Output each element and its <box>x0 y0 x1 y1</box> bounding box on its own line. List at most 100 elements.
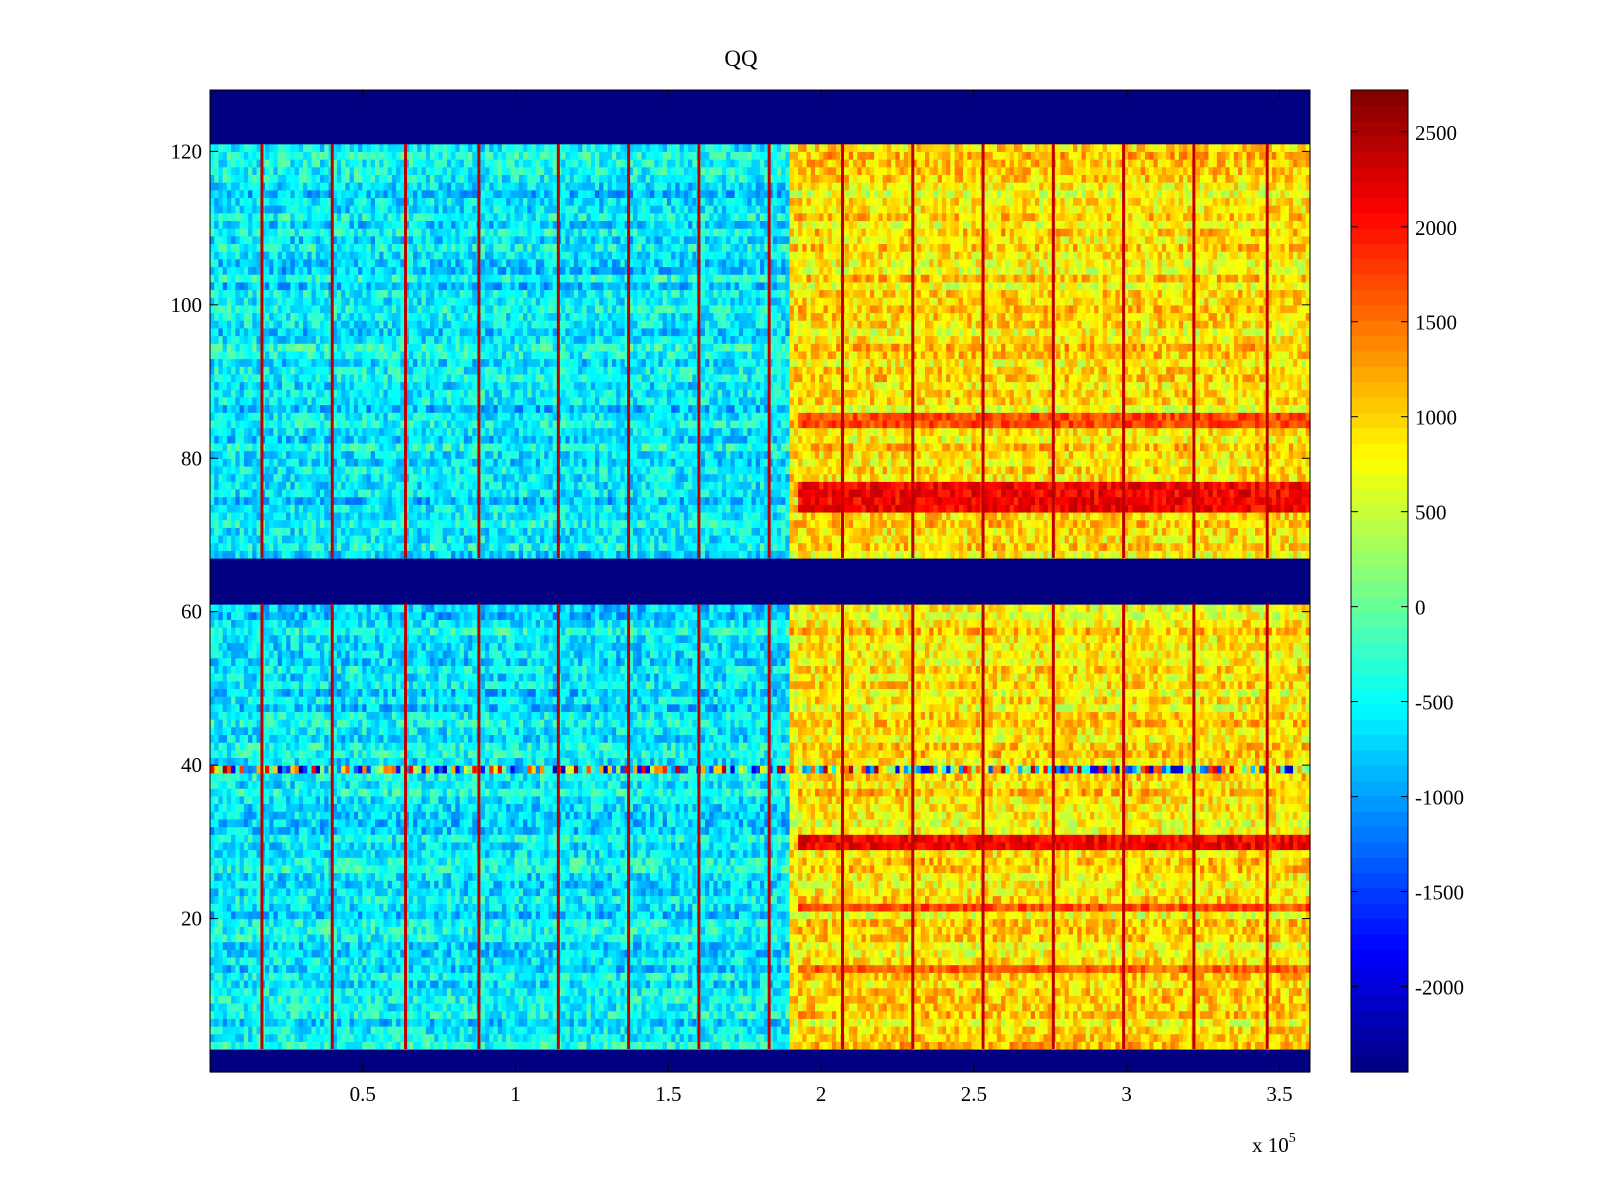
heatmap-cell <box>341 1003 346 1011</box>
heatmap-cell <box>1213 1026 1218 1034</box>
heatmap-cell <box>485 1026 490 1034</box>
heatmap-cell <box>417 1011 422 1019</box>
heatmap-row-empty <box>210 1064 1310 1072</box>
heatmap-cell <box>371 1018 376 1026</box>
heatmap-cell <box>967 1018 972 1026</box>
heatmap-cell <box>828 1041 833 1049</box>
heatmap-cell <box>434 1018 439 1026</box>
heatmap-cell <box>269 1003 274 1011</box>
heatmap-cell <box>705 1026 710 1034</box>
heatmap-cell <box>265 1041 270 1049</box>
heatmap-cell <box>688 1034 693 1042</box>
heatmap-cell <box>705 1041 710 1049</box>
heatmap-cell <box>1247 1034 1252 1042</box>
heatmap-cell <box>828 1011 833 1019</box>
heatmap-cell <box>248 1034 253 1042</box>
heatmap-cell <box>278 1011 283 1019</box>
heatmap-cell <box>752 1026 757 1034</box>
heatmap-cell <box>955 1018 960 1026</box>
heatmap-cell <box>375 1034 380 1042</box>
heatmap-cell <box>608 1034 613 1042</box>
heatmap-cell <box>426 1018 431 1026</box>
heatmap-cell <box>1272 1034 1277 1042</box>
heatmap-cell <box>819 1026 824 1034</box>
heatmap-cell <box>1069 1026 1074 1034</box>
heatmap-cell <box>963 1041 968 1049</box>
heatmap-cell <box>231 1011 236 1019</box>
heatmap-cell <box>1285 1011 1290 1019</box>
heatmap-cell <box>371 1034 376 1042</box>
heatmap-cell <box>286 1018 291 1026</box>
heatmap-cell <box>1090 1034 1095 1042</box>
heatmap-cell <box>493 1026 498 1034</box>
heatmap-cell <box>489 1011 494 1019</box>
heatmap-cell <box>1221 1026 1226 1034</box>
heatmap-cell <box>464 1034 469 1042</box>
heatmap-cell <box>303 1041 308 1049</box>
heatmap-cell <box>506 1003 511 1011</box>
heatmap-cell <box>282 1018 287 1026</box>
heatmap-cell <box>1048 1034 1053 1042</box>
heatmap-cell <box>993 1018 998 1026</box>
heatmap-cell <box>282 1011 287 1019</box>
heatmap-cell <box>345 1018 350 1026</box>
heatmap-cell <box>299 1018 304 1026</box>
heatmap-cell <box>942 1018 947 1026</box>
heatmap-cell <box>862 1011 867 1019</box>
heatmap-cell <box>933 1026 938 1034</box>
heatmap-cell <box>295 1011 300 1019</box>
heatmap-cell <box>548 1026 553 1034</box>
heatmap-cell <box>701 1018 706 1026</box>
heatmap-cell <box>548 1041 553 1049</box>
heatmap-cell <box>1247 1011 1252 1019</box>
heatmap-cell <box>417 1026 422 1034</box>
heatmap-cell <box>832 1041 837 1049</box>
heatmap-cell <box>933 1018 938 1026</box>
heatmap-cell <box>904 1018 909 1026</box>
heatmap-cell <box>299 1041 304 1049</box>
heatmap-cell <box>227 1011 232 1019</box>
heatmap-cell <box>1145 1034 1150 1042</box>
heatmap-cell <box>658 1018 663 1026</box>
heatmap-cell <box>713 1011 718 1019</box>
heatmap-cell <box>1010 1034 1015 1042</box>
heatmap-cell <box>290 1034 295 1042</box>
heatmap-cell <box>455 1003 460 1011</box>
heatmap-cell <box>633 1026 638 1034</box>
heatmap-cell <box>1094 1041 1099 1049</box>
heatmap-cell <box>1027 1034 1032 1042</box>
heatmap-cell <box>371 1026 376 1034</box>
heatmap-cell <box>269 1041 274 1049</box>
heatmap-cell <box>299 1026 304 1034</box>
heatmap-cell <box>684 1041 689 1049</box>
heatmap-cell <box>756 1018 761 1026</box>
heatmap-cell <box>1204 1026 1209 1034</box>
heatmap-cell <box>955 1011 960 1019</box>
heatmap-cell <box>781 1018 786 1026</box>
heatmap-cell <box>938 1034 943 1042</box>
heatmap-cell <box>1141 1018 1146 1026</box>
heatmap-cell <box>781 1041 786 1049</box>
heatmap-cell <box>392 1026 397 1034</box>
heatmap-cell <box>883 1041 888 1049</box>
heatmap-cell <box>798 1026 803 1034</box>
heatmap-cell <box>1225 1018 1230 1026</box>
heatmap-cell <box>443 1041 448 1049</box>
heatmap-cell <box>874 1011 879 1019</box>
heatmap-cell <box>227 1018 232 1026</box>
heatmap-cell <box>519 1041 524 1049</box>
heatmap-cell <box>874 1041 879 1049</box>
heatmap-cell <box>1297 1034 1302 1042</box>
heatmap-cell <box>540 1041 545 1049</box>
heatmap-cell <box>1242 1041 1247 1049</box>
heatmap-cell <box>515 1018 520 1026</box>
heatmap-cell <box>1048 1026 1053 1034</box>
heatmap-cell <box>955 1026 960 1034</box>
heatmap-cell <box>1175 1026 1180 1034</box>
heatmap-cell <box>443 1034 448 1042</box>
heatmap-cell <box>718 1026 723 1034</box>
heatmap-cell <box>299 1003 304 1011</box>
heatmap-cell <box>963 1018 968 1026</box>
heatmap-cell <box>548 1034 553 1042</box>
heatmap-cell <box>367 1003 372 1011</box>
